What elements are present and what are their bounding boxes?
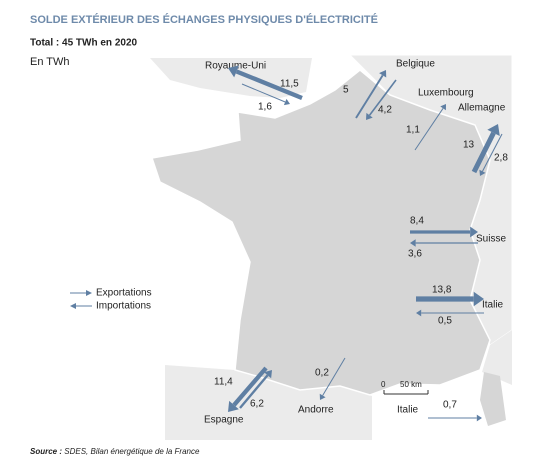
flow-arrow-head <box>470 226 478 238</box>
flow-arrow-head <box>410 239 416 247</box>
legend-label: Importations <box>96 301 151 312</box>
flow-label: 11,4 <box>214 377 233 388</box>
flow-label: 3,6 <box>408 249 422 260</box>
flow-arrow <box>241 83 286 103</box>
flow-label: 13 <box>463 140 475 151</box>
country-label: Italie <box>482 300 504 311</box>
flow-arrow-head <box>228 400 239 412</box>
flow-arrow <box>232 366 268 407</box>
flow-arrow <box>368 79 397 116</box>
source-prefix: Source : <box>30 447 62 456</box>
country-label: Italie <box>397 405 419 416</box>
flow-label: 5 <box>343 85 349 96</box>
flow-arrow-head <box>476 414 482 422</box>
flow-arrow <box>322 357 346 396</box>
flow-label: 13,8 <box>432 285 452 296</box>
country-label: Royaume-Uni <box>205 61 266 72</box>
flow-label: 11,5 <box>280 79 299 90</box>
scale-label: 0 <box>381 380 386 389</box>
flow-label: 0,2 <box>315 368 329 379</box>
legend-arrow-head <box>86 290 92 296</box>
flow-arrow <box>235 69 303 101</box>
flow-arrow-head <box>366 112 373 120</box>
flow-arrow-head <box>283 98 290 106</box>
flow-arrow-head <box>379 70 387 78</box>
source: Source : SDES, Bilan énergétique de la F… <box>30 447 200 456</box>
country-label: Belgique <box>396 59 435 70</box>
flow-arrow-head <box>264 370 272 379</box>
corsica <box>480 372 506 426</box>
spain <box>165 365 372 440</box>
flow-arrow-head <box>440 104 446 111</box>
country-label: Suisse <box>476 234 506 245</box>
flow-label: 1,1 <box>406 125 420 136</box>
subtitle: Total : 45 TWh en 2020 <box>30 38 137 49</box>
italy <box>482 330 512 385</box>
flow-arrow-head <box>479 169 486 176</box>
flow-arrow <box>471 131 496 174</box>
flow-label: 0,5 <box>438 316 452 327</box>
unit: En TWh <box>30 56 70 68</box>
france <box>151 69 491 396</box>
scale-label: 50 km <box>400 380 422 389</box>
flow-arrow <box>414 108 444 151</box>
uk <box>150 58 312 98</box>
country-label: Espagne <box>204 415 244 426</box>
flow-arrow <box>239 374 269 409</box>
flow-arrow-head <box>228 65 239 78</box>
flow-label: 2,8 <box>494 153 508 164</box>
flow-arrow-head <box>487 124 500 136</box>
title: SOLDE EXTÉRIEUR DES ÉCHANGES PHYSIQUES D… <box>30 13 378 26</box>
flow-arrow-head <box>319 393 326 400</box>
legend-arrow-head <box>70 303 76 309</box>
flow-label: 0,7 <box>443 400 457 411</box>
flow-label: 8,4 <box>410 216 424 227</box>
flow-label: 6,2 <box>250 399 264 410</box>
flow-arrow-head <box>416 309 422 317</box>
country-label: Allemagne <box>458 103 506 114</box>
flow-arrow <box>355 74 384 119</box>
flow-arrow <box>481 133 503 172</box>
country-label: Andorre <box>298 405 334 416</box>
flow-label: 4,2 <box>378 105 392 116</box>
source-text: SDES, Bilan énergétique de la France <box>64 447 200 456</box>
legend-label: Exportations <box>96 288 152 299</box>
flow-label: 1,6 <box>258 102 272 113</box>
country-label: Luxembourg <box>418 88 474 99</box>
flow-arrow-head <box>473 291 484 307</box>
